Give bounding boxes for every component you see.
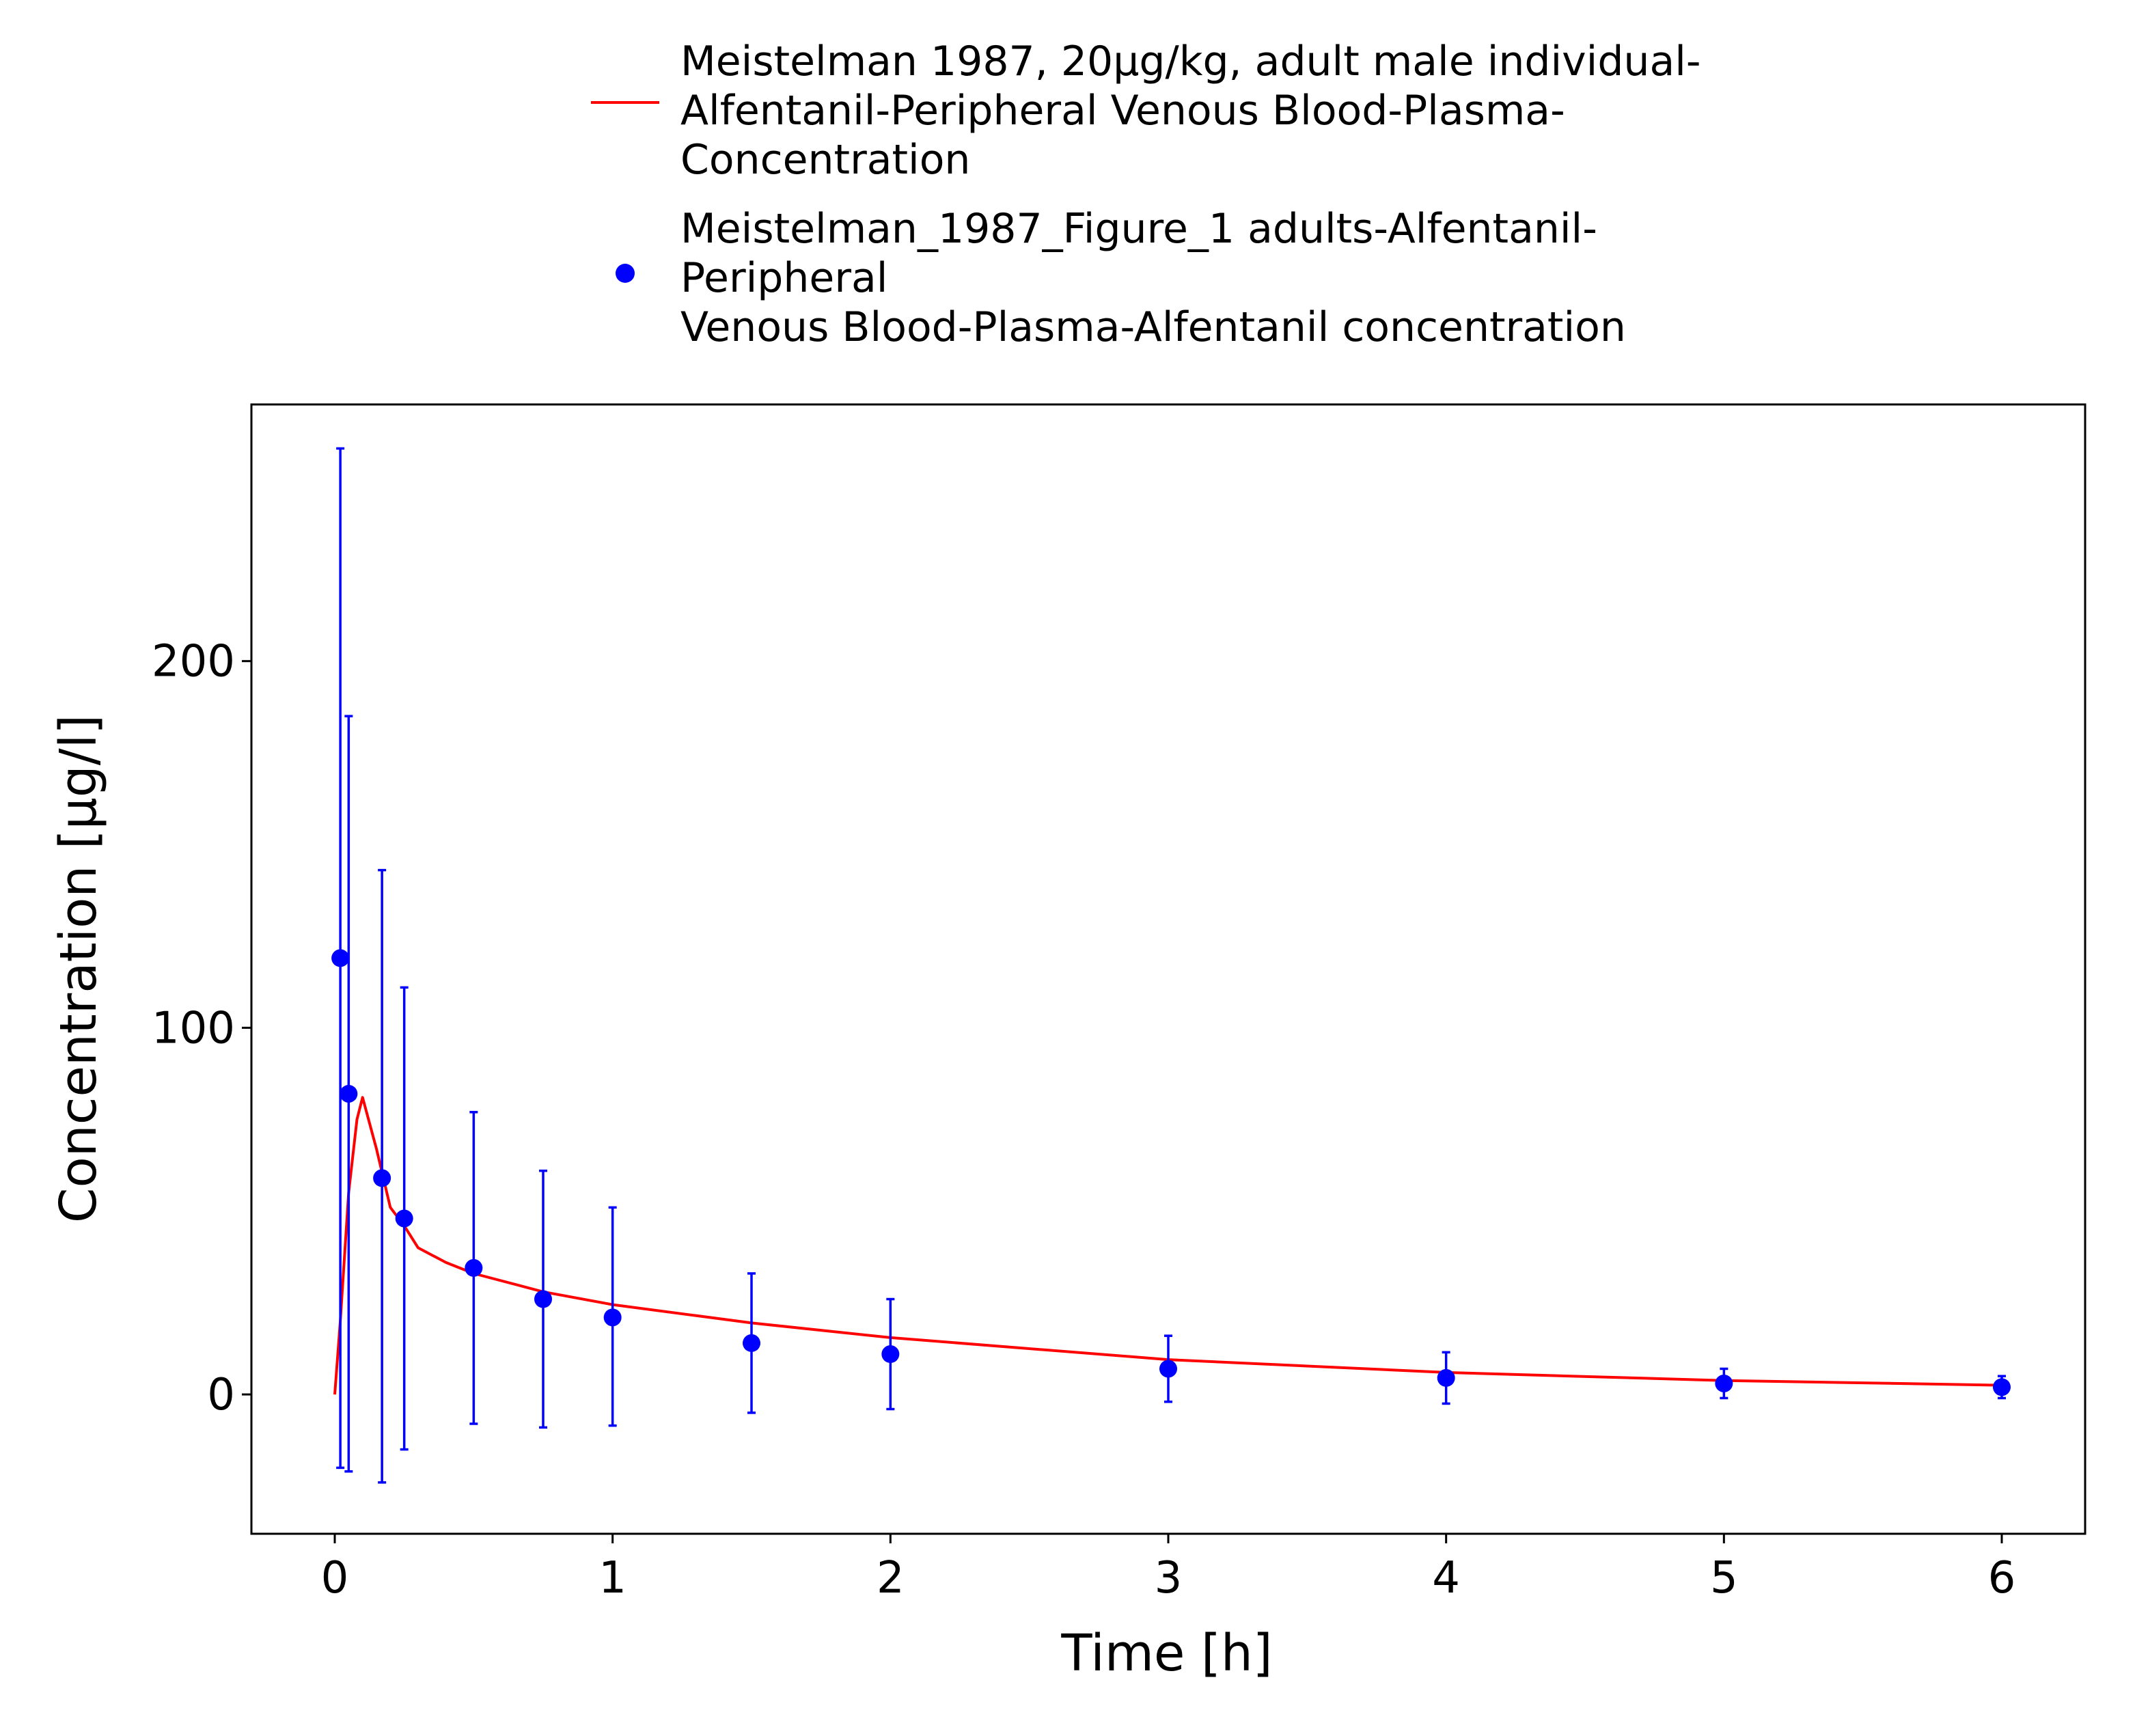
data-point bbox=[1993, 1378, 2011, 1396]
y-tick-label: 200 bbox=[152, 637, 235, 687]
x-tick-label: 3 bbox=[1155, 1553, 1183, 1603]
data-point bbox=[1715, 1374, 1733, 1392]
legend-series-1-line-2: Alfentanil-Peripheral Venous Blood-Plasm… bbox=[680, 87, 1565, 135]
x-tick-label: 4 bbox=[1432, 1553, 1460, 1603]
data-point bbox=[743, 1334, 760, 1352]
legend-series-2-line-1: Meistelman_1987_Figure_1 adults-Alfentan… bbox=[680, 205, 1597, 253]
data-point bbox=[603, 1308, 622, 1327]
plot-marks bbox=[331, 447, 2011, 1484]
y-axis: 0 100 200 bbox=[152, 637, 251, 1420]
y-tick-label: 0 bbox=[207, 1370, 235, 1420]
x-tick-label: 6 bbox=[1988, 1553, 2016, 1603]
data-point bbox=[395, 1209, 413, 1228]
data-point bbox=[340, 1084, 358, 1103]
data-point bbox=[373, 1169, 391, 1187]
data-point bbox=[881, 1345, 900, 1364]
x-tick-label: 2 bbox=[877, 1553, 905, 1603]
svg-text:Meistelman 1987, 20µg/kg, adul: Meistelman 1987, 20µg/kg, adult male ind… bbox=[680, 38, 1714, 184]
y-axis-title: Concentration [µg/l] bbox=[49, 715, 108, 1223]
data-point bbox=[1437, 1368, 1455, 1387]
data-point bbox=[331, 949, 350, 967]
svg-text:Meistelman_1987_Figure_1 adult: Meistelman_1987_Figure_1 adults-Alfentan… bbox=[680, 205, 1626, 351]
data-point bbox=[534, 1290, 552, 1308]
legend-series-1-line-1: Meistelman 1987, 20µg/kg, adult male ind… bbox=[680, 38, 1701, 85]
legend-series-2-line-2: Peripheral bbox=[680, 254, 887, 302]
legend-point-key bbox=[616, 264, 635, 283]
x-tick-label: 5 bbox=[1710, 1553, 1738, 1603]
y-tick-label: 100 bbox=[152, 1003, 235, 1053]
data-point bbox=[1159, 1360, 1177, 1378]
x-tick-label: 0 bbox=[321, 1553, 349, 1603]
x-tick-label: 1 bbox=[598, 1553, 626, 1603]
legend-series-2-line-3: Venous Blood-Plasma-Alfentanil concentra… bbox=[680, 303, 1626, 351]
x-axis: 0 1 2 3 4 5 6 bbox=[321, 1534, 2016, 1603]
x-axis-title: Time [h] bbox=[1060, 1624, 1272, 1683]
legend: Meistelman 1987, 20µg/kg, adult male ind… bbox=[591, 38, 1714, 351]
legend-series-1-line-3: Concentration bbox=[680, 136, 970, 184]
data-point bbox=[465, 1258, 483, 1277]
